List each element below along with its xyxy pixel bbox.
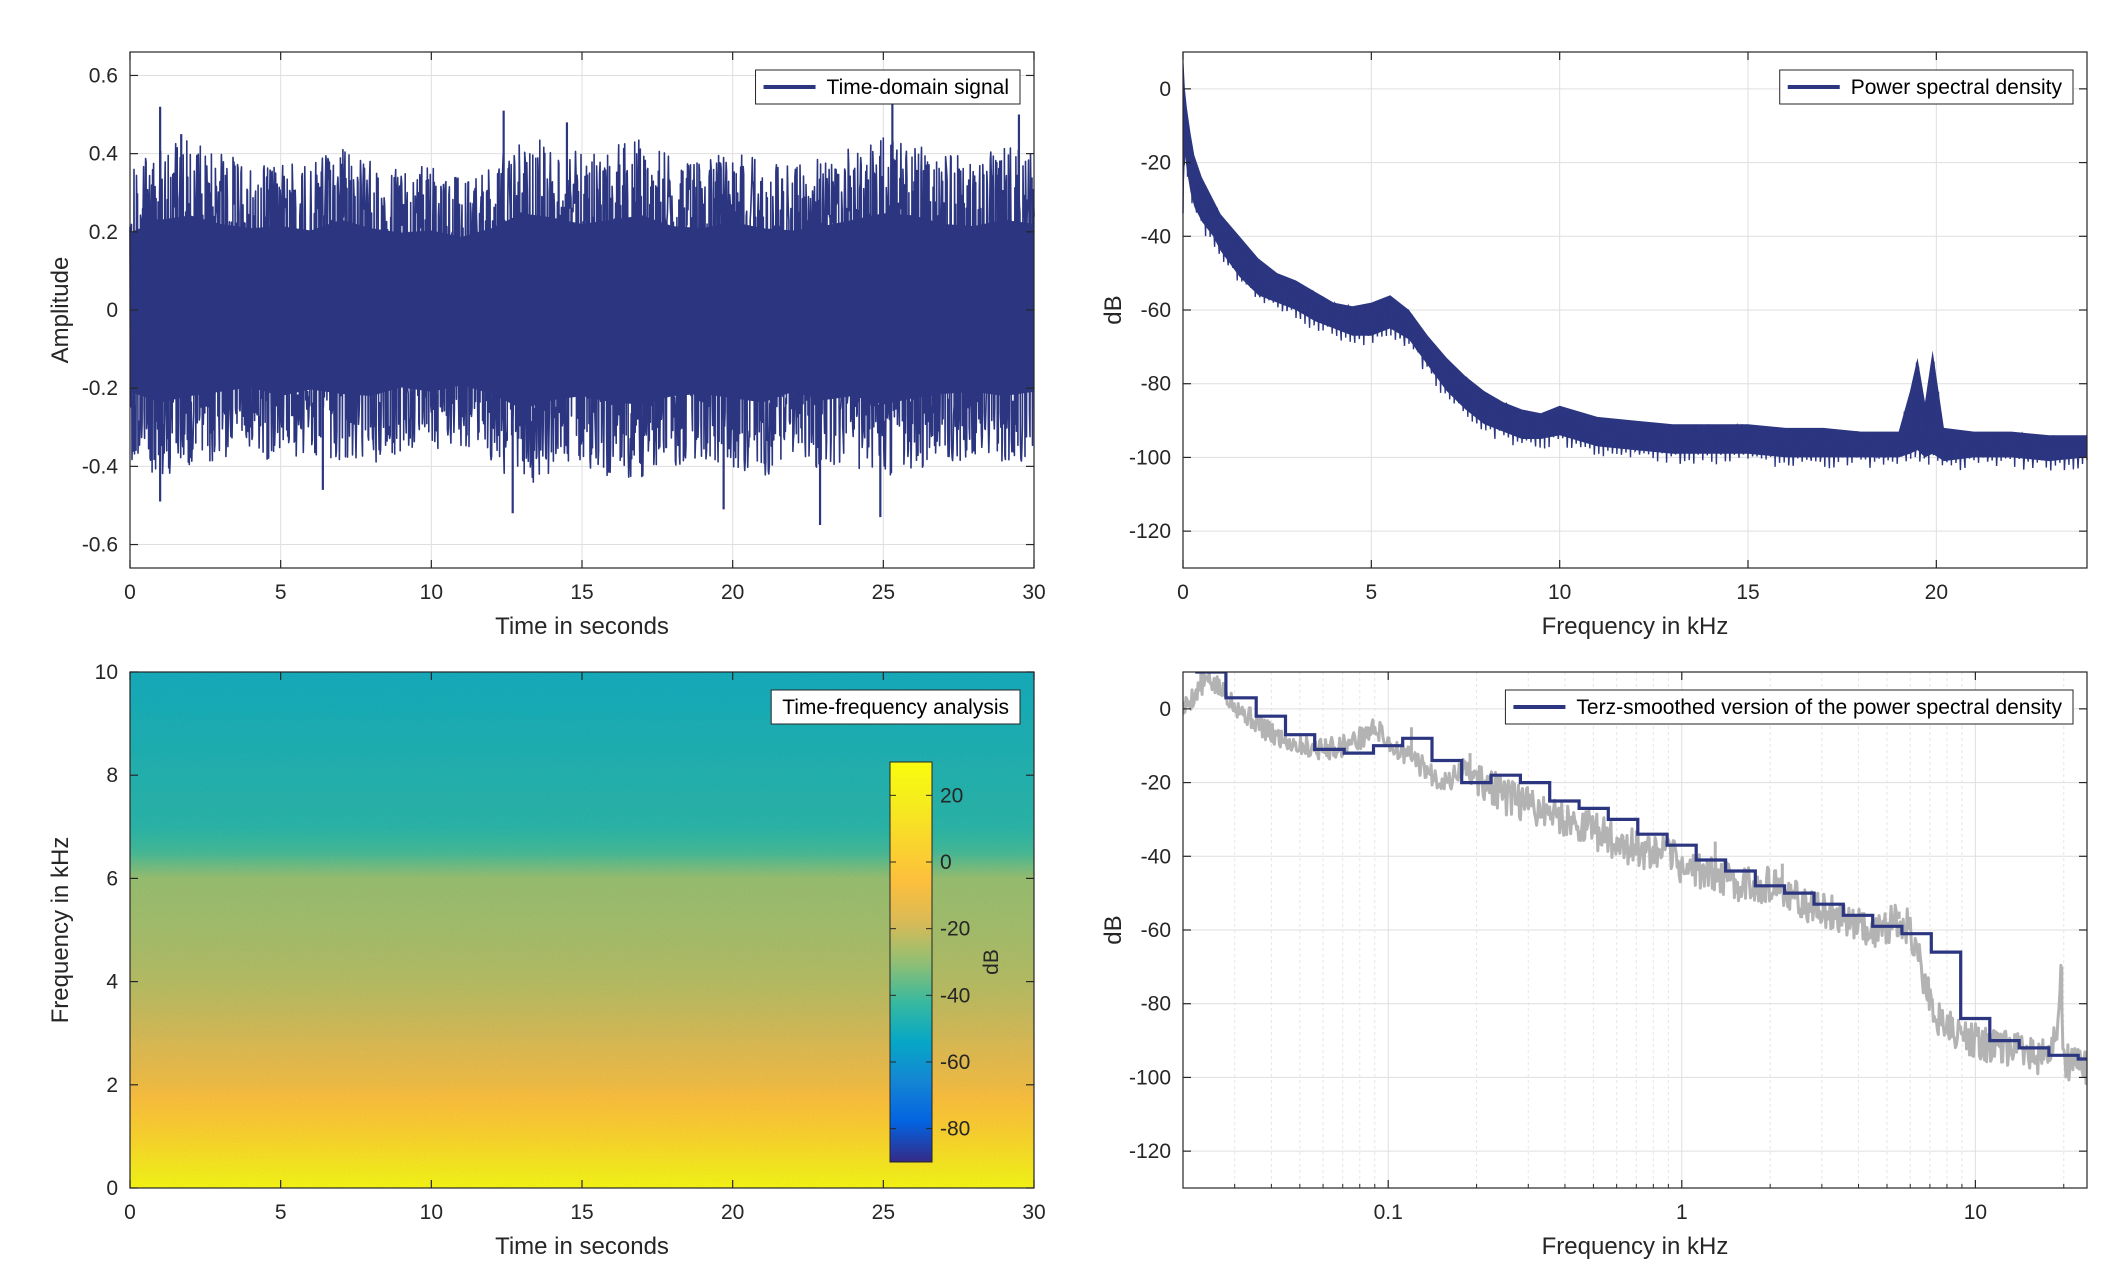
- terz-smoothed-panel: 0.1 1 10 -120 -100 -80 -60 -40 -20 0 Frequency in …: [1100, 671, 2088, 1260]
- legend-label: Time-domain signal: [827, 76, 1009, 99]
- x-ticks: 0 5 10 15 20: [1177, 52, 1948, 604]
- y-tick-label: -0.2: [82, 377, 118, 400]
- y-tick-label: -60: [1141, 919, 1171, 942]
- x-tick-label: 0: [124, 1201, 136, 1224]
- x-tick-label: 15: [1736, 581, 1759, 604]
- terz-smoothed-line: [1195, 672, 2087, 1061]
- y-tick-label: 4: [106, 971, 118, 994]
- x-axis-label: Frequency in kHz: [1542, 613, 1729, 640]
- x-tick-label: 5: [1365, 581, 1377, 604]
- x-tick-label: 25: [872, 1201, 895, 1224]
- legend-label: Time-frequency analysis: [782, 696, 1009, 719]
- y-ticks: -120 -100 -80 -60 -40 -20 0: [1129, 78, 2087, 543]
- y-axis-label: Frequency in kHz: [47, 837, 74, 1024]
- colorbar-label: dB: [980, 949, 1003, 975]
- y-tick-label: 0.2: [89, 221, 118, 244]
- colorbar-tick-label: -80: [940, 1118, 970, 1141]
- y-tick-label: -60: [1141, 299, 1171, 322]
- y-tick-label: 0.6: [89, 64, 118, 87]
- y-tick-label: -40: [1141, 225, 1171, 248]
- legend-label: Terz-smoothed version of the power spect…: [1576, 696, 2062, 719]
- x-tick-label: 25: [872, 581, 895, 604]
- legend: Time-domain signal: [755, 69, 1021, 105]
- signal-core: [130, 213, 1034, 409]
- x-tick-label: 20: [721, 581, 744, 604]
- colorbar-tick-label: -20: [940, 918, 970, 941]
- colorbar-tick-label: -60: [940, 1051, 970, 1074]
- x-tick-label: 10: [1964, 1201, 1987, 1224]
- x-tick-label: 20: [721, 1201, 744, 1224]
- legend: Power spectral density: [1779, 69, 2074, 105]
- y-tick-label: 0: [106, 1177, 118, 1200]
- colorbar-tick-label: 20: [940, 784, 963, 807]
- legend: Time-frequency analysis: [770, 689, 1021, 725]
- x-tick-label: 30: [1022, 1201, 1045, 1224]
- y-tick-label: 2: [106, 1074, 118, 1097]
- y-tick-label: 0: [1159, 78, 1171, 101]
- colorbar-tick-label: -40: [940, 984, 970, 1007]
- terz-plot-body: [1183, 672, 2087, 1086]
- x-tick-label: 10: [420, 1201, 443, 1224]
- spectrogram-image: [130, 672, 1034, 1188]
- y-ticks: -120 -100 -80 -60 -40 -20 0: [1129, 698, 2087, 1163]
- y-tick-label: -100: [1129, 1066, 1171, 1089]
- colorbar-gradient: [889, 761, 933, 1163]
- x-ticks: 0 5 10 15 20 25 30: [124, 672, 1046, 1224]
- y-tick-label: -100: [1129, 446, 1171, 469]
- x-tick-label: 15: [570, 581, 593, 604]
- y-tick-label: -40: [1141, 845, 1171, 868]
- y-axis-label: dB: [1100, 915, 1127, 944]
- y-tick-label: -120: [1129, 520, 1171, 543]
- colorbar: 20 0 -20 -40 -60 -80 dB: [889, 761, 1003, 1163]
- x-tick-label: 30: [1022, 581, 1045, 604]
- y-tick-label: 0.4: [89, 143, 119, 166]
- y-axis-label: Amplitude: [47, 257, 74, 364]
- y-tick-label: -80: [1141, 993, 1171, 1016]
- x-ticks: 0.1 1 10: [1234, 672, 2065, 1224]
- y-axis-label: dB: [1100, 295, 1127, 324]
- time-domain-panel: 0 5 10 15 20 25 30 -0.6 -0.4 -0.2 0 0.2 0.4 0.6 Time i…: [47, 51, 1046, 640]
- y-ticks: -0.6 -0.4 -0.2 0 0.2 0.4 0.6: [82, 64, 1034, 557]
- y-tick-label: 0: [106, 299, 118, 322]
- x-tick-label: 10: [1548, 581, 1571, 604]
- x-axis-label: Frequency in kHz: [1542, 1233, 1729, 1260]
- legend-box: [770, 689, 1021, 725]
- y-tick-label: 8: [106, 764, 118, 787]
- y-tick-label: -120: [1129, 1140, 1171, 1163]
- psd-trace: [1182, 105, 2088, 471]
- power-spectral-density-panel: 0 5 10 15 20 -120 -100 -80 -60 -40 -20 0 Frequency i…: [1100, 51, 2088, 640]
- y-tick-label: -0.4: [82, 455, 119, 478]
- legend: Terz-smoothed version of the power spect…: [1504, 689, 2074, 725]
- x-axis-label: Time in seconds: [495, 1233, 669, 1260]
- y-ticks: 0 2 4 6 8 10: [95, 661, 1034, 1200]
- y-tick-label: 10: [95, 661, 118, 684]
- x-tick-label: 0: [124, 581, 136, 604]
- y-tick-label: -80: [1141, 373, 1171, 396]
- y-tick-label: -20: [1141, 152, 1171, 175]
- x-tick-label: 0: [1177, 581, 1189, 604]
- legend-label: Power spectral density: [1851, 76, 2063, 99]
- y-tick-label: -0.6: [82, 534, 118, 557]
- grid: [1183, 672, 2087, 1188]
- x-tick-label: 10: [420, 581, 443, 604]
- x-axis-label: Time in seconds: [495, 613, 669, 640]
- x-tick-label: 15: [570, 1201, 593, 1224]
- x-ticks: 0 5 10 15 20 25 30: [124, 52, 1046, 604]
- x-tick-label: 1: [1676, 1201, 1688, 1224]
- y-tick-label: -20: [1141, 772, 1171, 795]
- y-tick-label: 6: [106, 867, 118, 890]
- y-tick-label: 0: [1159, 698, 1171, 721]
- x-tick-label: 5: [275, 1201, 287, 1224]
- x-tick-label: 20: [1925, 581, 1948, 604]
- x-tick-label: 0.1: [1374, 1201, 1403, 1224]
- colorbar-tick-label: 0: [940, 851, 952, 874]
- signal-trace: [129, 137, 1035, 483]
- legend-box: [1504, 689, 2074, 725]
- x-tick-label: 5: [275, 581, 287, 604]
- time-frequency-panel: 20 0 -20 -40 -60 -80 dB 0 5 10 15 20 25 30 0 2 4 6 8 10 Time…: [47, 661, 1046, 1260]
